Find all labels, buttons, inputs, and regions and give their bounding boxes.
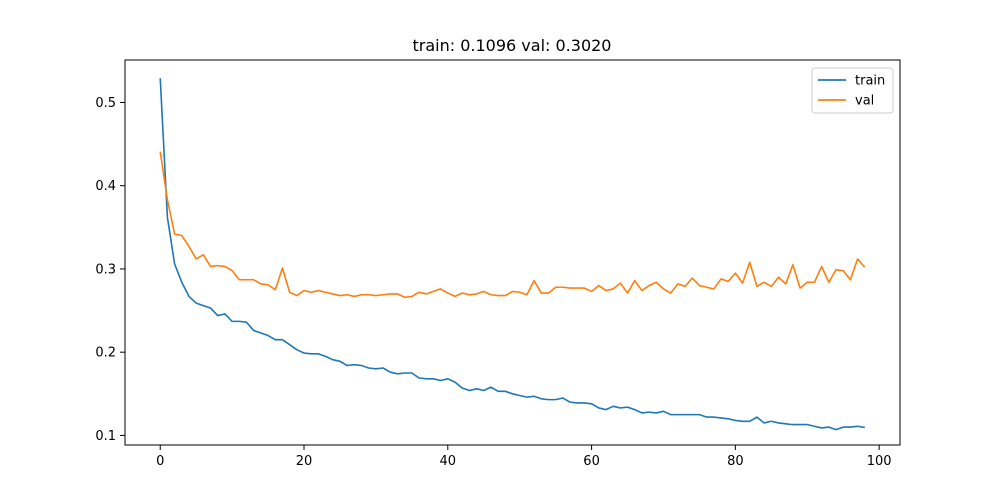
series-line-val [159,151,866,299]
x-tick-label: 100 [867,454,892,469]
y-tick-label: 0.2 [95,346,116,361]
x-tick-label: 0 [156,454,164,469]
x-tick-label: 80 [727,454,744,469]
chart-title: train: 0.1096 val: 0.3020 [413,36,612,55]
y-tick-label: 0.3 [95,262,116,277]
series-lines [159,78,866,431]
plot-area [124,59,901,446]
legend-label-train: train [855,74,885,89]
series-line-train [159,78,865,431]
y-tick-label: 0.5 [95,96,116,111]
x-tick-label: 60 [583,454,600,469]
x-tick-label: 40 [440,454,457,469]
x-tick-label: 20 [296,454,313,469]
x-axis: 0 20 40 60 80 100 [156,445,892,469]
legend: train val [811,67,894,114]
legend-label-val: val [855,94,874,109]
y-tick-label: 0.4 [95,179,116,194]
y-axis: 0.1 0.2 0.3 0.4 0.5 [95,96,125,444]
y-tick-label: 0.1 [95,429,116,444]
